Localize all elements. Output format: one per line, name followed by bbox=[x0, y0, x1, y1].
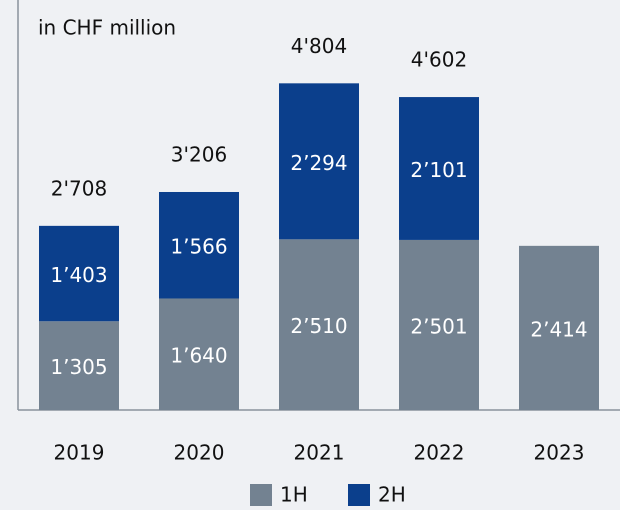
value-label: 2’294 bbox=[290, 151, 347, 175]
bar-segment bbox=[279, 83, 359, 240]
bar-segment bbox=[399, 239, 479, 410]
legend-label: 2H bbox=[378, 483, 406, 507]
bar-segment bbox=[399, 97, 479, 240]
total-label: 4'602 bbox=[411, 48, 467, 72]
bar-segment bbox=[39, 225, 119, 322]
bar-segment bbox=[159, 191, 239, 299]
value-label: 2’414 bbox=[530, 317, 587, 341]
bar-segment bbox=[519, 245, 599, 410]
x-tick-label: 2020 bbox=[174, 441, 225, 465]
x-tick-label: 2022 bbox=[414, 441, 465, 465]
x-tick-label: 2021 bbox=[294, 441, 345, 465]
bar-segment bbox=[39, 321, 119, 410]
value-label: 2’501 bbox=[410, 314, 467, 338]
x-tick-label: 2023 bbox=[534, 441, 585, 465]
value-label: 1’566 bbox=[170, 235, 227, 259]
value-label: 2’510 bbox=[290, 314, 347, 338]
legend-swatch bbox=[250, 484, 272, 506]
chart-title: in CHF million bbox=[38, 16, 176, 40]
value-label: 2’101 bbox=[410, 158, 467, 182]
legend-swatch bbox=[348, 484, 370, 506]
legend-label: 1H bbox=[280, 483, 308, 507]
total-label: 3'206 bbox=[171, 142, 227, 166]
value-label: 1’640 bbox=[170, 344, 227, 368]
total-label: 4'804 bbox=[291, 34, 347, 58]
bar-segment bbox=[279, 239, 359, 410]
x-tick-label: 2019 bbox=[54, 441, 105, 465]
value-label: 1’403 bbox=[50, 263, 107, 287]
total-label: 2'708 bbox=[51, 176, 107, 200]
value-label: 1’305 bbox=[50, 355, 107, 379]
bar-segment bbox=[159, 298, 239, 410]
